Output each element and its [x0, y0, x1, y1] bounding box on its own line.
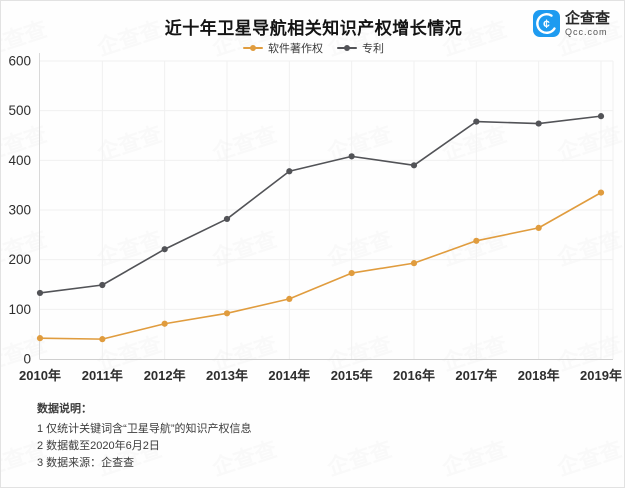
legend-item-patent: 专利: [337, 40, 384, 56]
svg-text:600: 600: [8, 54, 31, 69]
footer-note-3: 3 数据来源：企查查: [37, 457, 135, 469]
svg-text:2013年: 2013年: [206, 368, 248, 383]
footer-note-1: 1 仅统计关键词含“卫星导航”的知识产权信息: [37, 423, 252, 435]
footer-heading: 数据说明：: [37, 403, 92, 415]
svg-text:2010年: 2010年: [19, 368, 61, 383]
svg-text:2014年: 2014年: [268, 368, 310, 383]
qcc-logo: ¢ 企查查 Qcc.com: [532, 10, 610, 37]
svg-text:2018年: 2018年: [518, 368, 560, 383]
svg-text:¢: ¢: [543, 17, 550, 31]
footer-notes: 数据说明： 1 仅统计关键词含“卫星导航”的知识产权信息 2 数据截至2020年…: [37, 401, 252, 472]
svg-text:200: 200: [8, 252, 31, 267]
svg-text:100: 100: [8, 302, 31, 317]
qcc-logo-domain: Qcc.com: [564, 26, 608, 37]
svg-text:0: 0: [23, 352, 31, 367]
svg-text:400: 400: [8, 153, 31, 168]
svg-text:2012年: 2012年: [144, 368, 186, 383]
legend-item-software-copyright: 软件著作权: [243, 40, 323, 56]
legend-label-patent: 专利: [362, 43, 384, 55]
chart-title: 近十年卫星导航相关知识产权增长情况: [164, 19, 463, 38]
legend-label-software-copyright: 软件著作权: [268, 43, 323, 55]
svg-text:500: 500: [8, 103, 31, 118]
legend-marker-patent-icon: [337, 45, 357, 51]
qcc-logo-glyph: ¢: [536, 13, 556, 35]
svg-text:2011年: 2011年: [82, 368, 123, 383]
legend-marker-software-copyright-icon: [243, 45, 263, 51]
svg-text:2016年: 2016年: [393, 368, 435, 383]
footer-note-2: 2 数据截至2020年6月2日: [37, 440, 160, 452]
qcc-logo-icon: ¢: [532, 10, 560, 37]
svg-text:2015年: 2015年: [331, 368, 373, 383]
svg-text:300: 300: [8, 203, 31, 218]
svg-text:2017年: 2017年: [455, 368, 497, 383]
qcc-logo-name: 企查查: [564, 9, 610, 27]
qcc-logo-text: 企查查 Qcc.com: [565, 11, 610, 37]
legend: 软件著作权 专利: [1, 40, 624, 56]
svg-text:2019年: 2019年: [580, 368, 622, 383]
